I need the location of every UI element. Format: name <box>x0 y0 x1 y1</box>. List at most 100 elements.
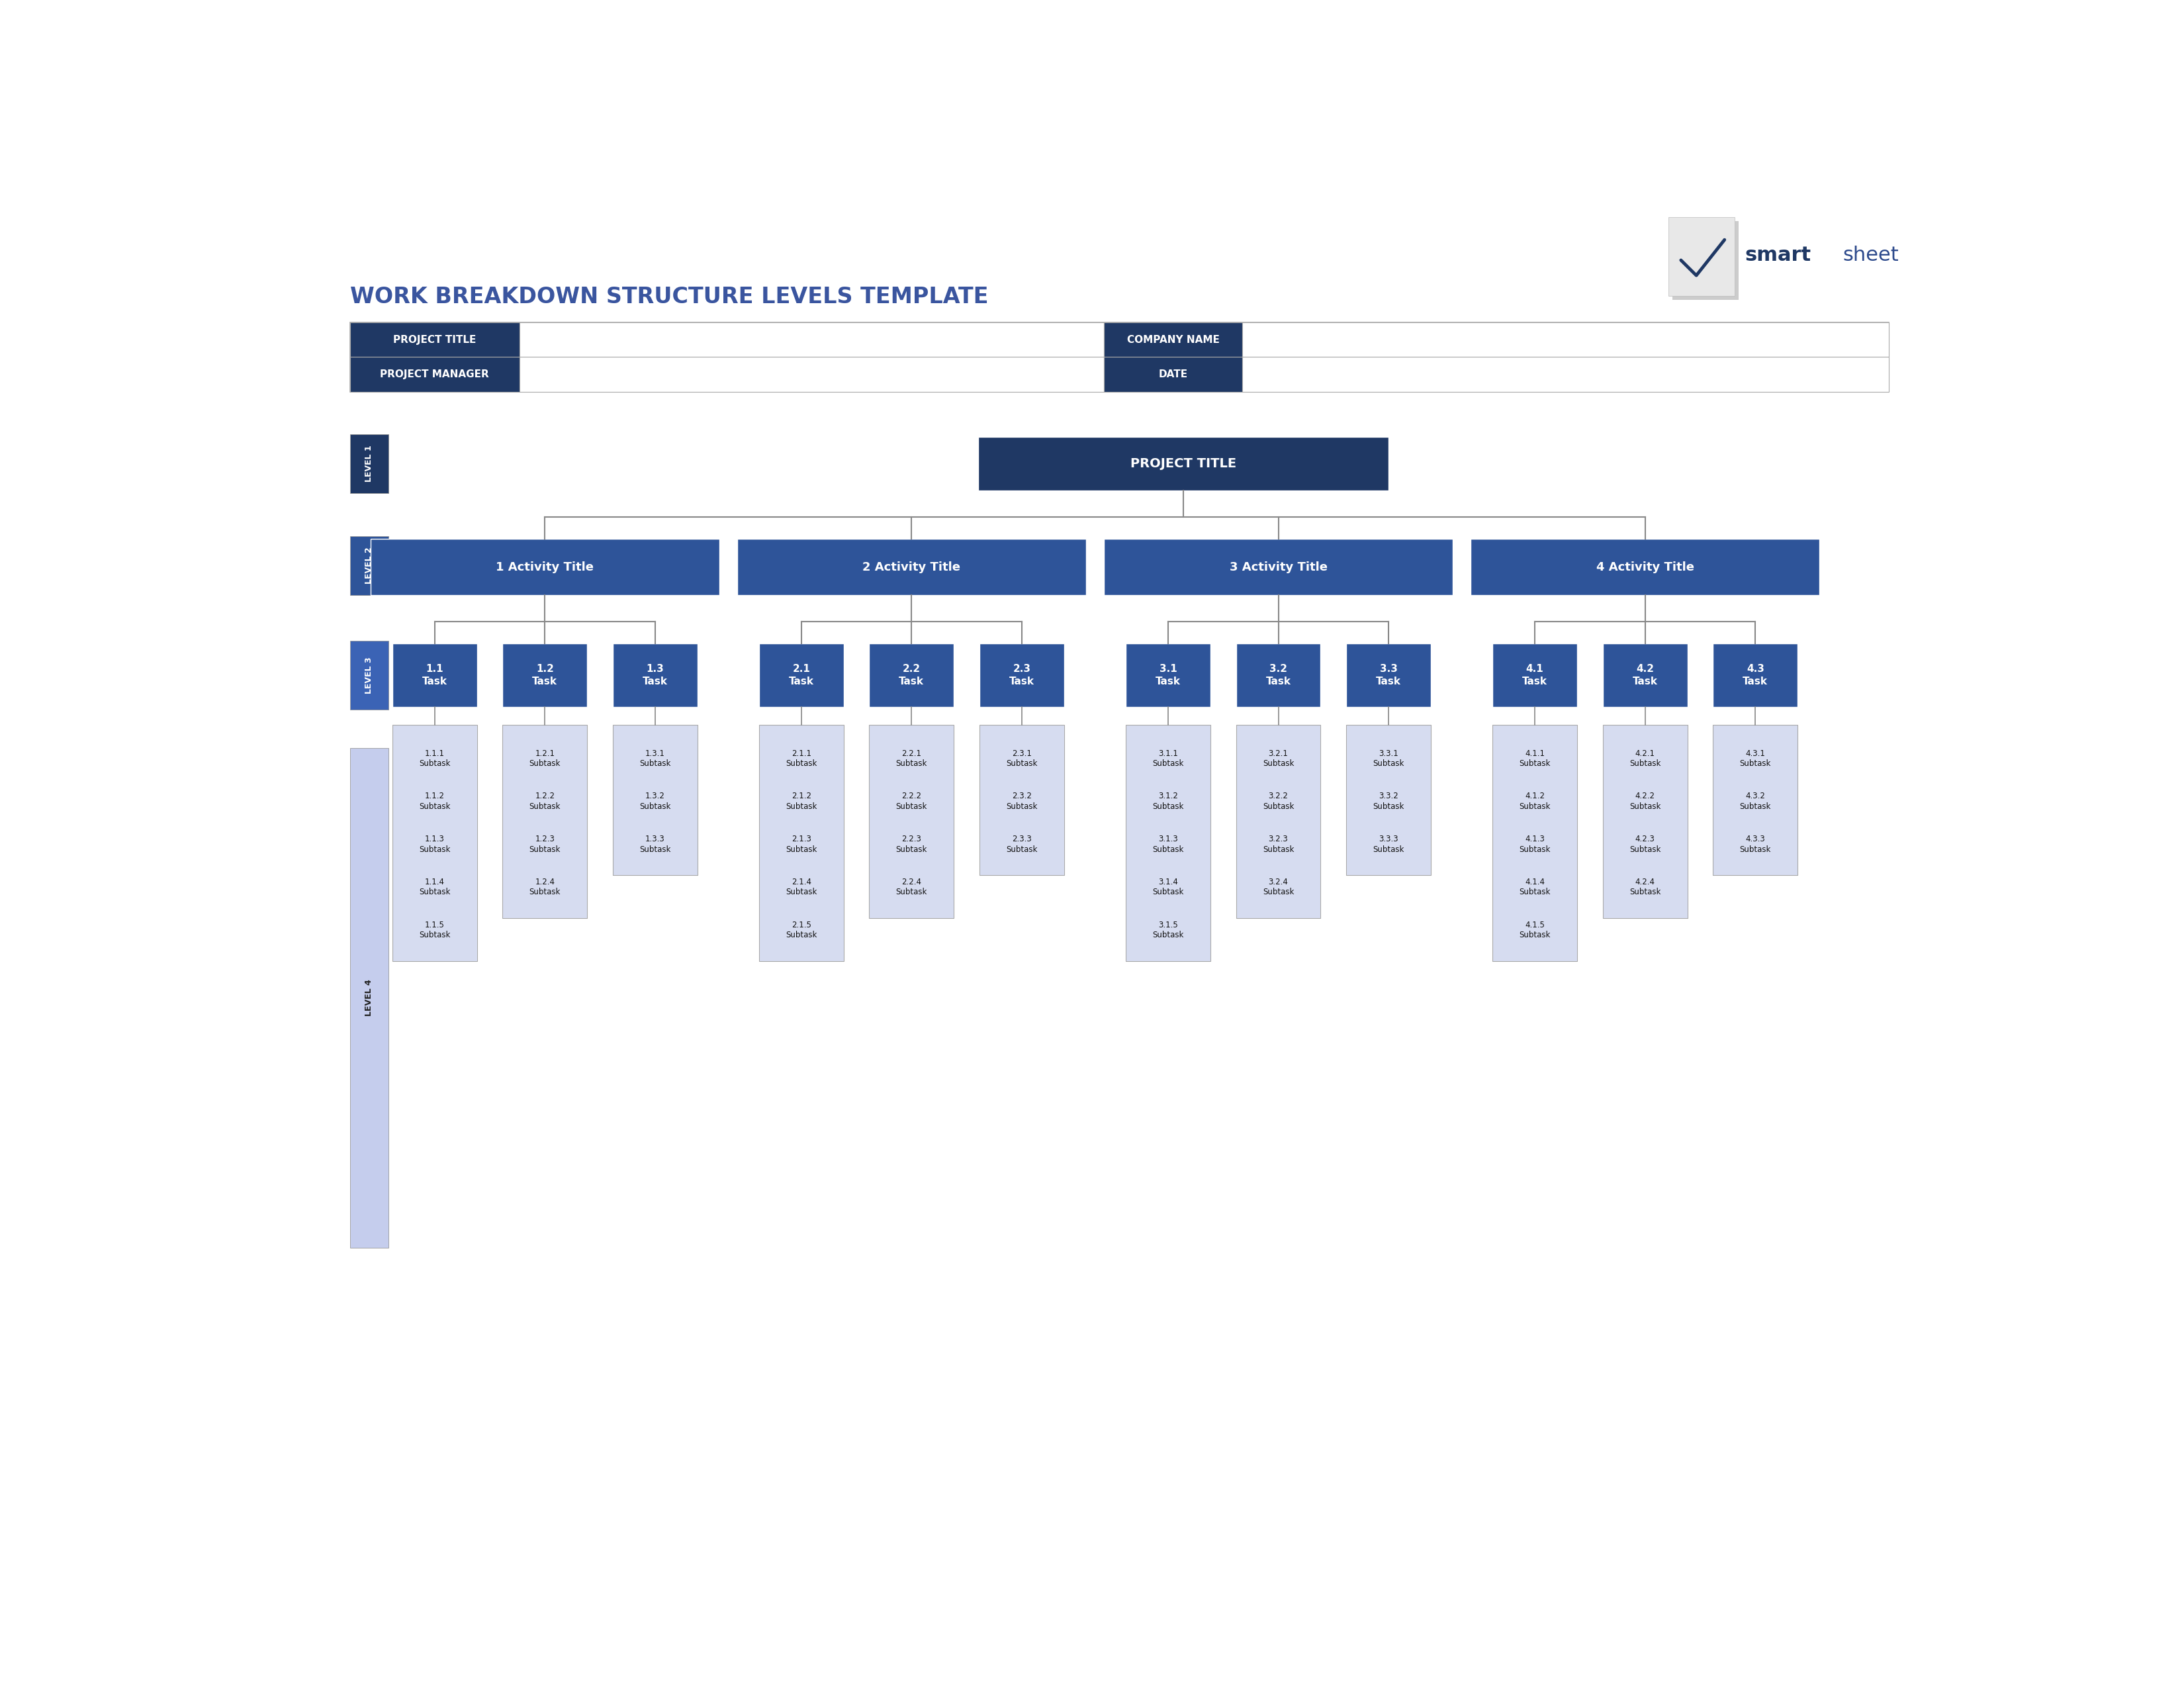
Text: 1.2
Task: 1.2 Task <box>533 663 557 687</box>
FancyBboxPatch shape <box>371 538 719 596</box>
FancyBboxPatch shape <box>1236 643 1321 707</box>
Text: 4.1.3
Subtask: 4.1.3 Subtask <box>1520 836 1551 854</box>
Text: smart: smart <box>1745 245 1811 265</box>
FancyBboxPatch shape <box>349 434 389 493</box>
FancyBboxPatch shape <box>981 643 1064 707</box>
Text: PROJECT MANAGER: PROJECT MANAGER <box>380 370 489 380</box>
FancyBboxPatch shape <box>1345 726 1431 876</box>
FancyBboxPatch shape <box>1103 538 1452 596</box>
Text: 4.1.4
Subtask: 4.1.4 Subtask <box>1520 878 1551 896</box>
FancyBboxPatch shape <box>1236 726 1321 918</box>
Text: 3.1
Task: 3.1 Task <box>1155 663 1182 687</box>
Text: 4.1.5
Subtask: 4.1.5 Subtask <box>1520 920 1551 939</box>
Text: PROJECT TITLE: PROJECT TITLE <box>1131 457 1236 469</box>
Text: 4.3
Task: 4.3 Task <box>1743 663 1767 687</box>
Text: 1.3
Task: 1.3 Task <box>642 663 668 687</box>
Text: 1 Activity Title: 1 Activity Title <box>496 560 594 572</box>
Text: 2.1.2
Subtask: 2.1.2 Subtask <box>786 792 817 810</box>
FancyBboxPatch shape <box>349 537 389 596</box>
Text: 2.2.4
Subtask: 2.2.4 Subtask <box>895 878 928 896</box>
FancyBboxPatch shape <box>1103 356 1243 392</box>
Text: 3.1.3
Subtask: 3.1.3 Subtask <box>1153 836 1184 854</box>
Text: LEVEL 2: LEVEL 2 <box>365 547 373 584</box>
FancyBboxPatch shape <box>502 726 587 918</box>
Text: 2.2.1
Subtask: 2.2.1 Subtask <box>895 749 928 768</box>
FancyBboxPatch shape <box>349 641 389 709</box>
FancyBboxPatch shape <box>738 538 1085 596</box>
Text: 2.1.3
Subtask: 2.1.3 Subtask <box>786 836 817 854</box>
FancyBboxPatch shape <box>1243 356 1889 392</box>
FancyBboxPatch shape <box>869 643 954 707</box>
Text: PROJECT TITLE: PROJECT TITLE <box>393 334 476 344</box>
Text: DATE: DATE <box>1158 370 1188 380</box>
FancyBboxPatch shape <box>1492 643 1577 707</box>
Text: 4.2.3
Subtask: 4.2.3 Subtask <box>1629 836 1660 854</box>
Text: LEVEL 4: LEVEL 4 <box>365 979 373 1016</box>
Text: 2.2.2
Subtask: 2.2.2 Subtask <box>895 792 928 810</box>
FancyBboxPatch shape <box>349 356 520 392</box>
FancyBboxPatch shape <box>981 726 1064 876</box>
Text: 2.2
Task: 2.2 Task <box>900 663 924 687</box>
Text: 1.1.1
Subtask: 1.1.1 Subtask <box>419 749 450 768</box>
Text: 3.1.1
Subtask: 3.1.1 Subtask <box>1153 749 1184 768</box>
Text: 1.2.3
Subtask: 1.2.3 Subtask <box>529 836 561 854</box>
Text: 2.1
Task: 2.1 Task <box>788 663 815 687</box>
Text: COMPANY NAME: COMPANY NAME <box>1127 334 1219 344</box>
Text: WORK BREAKDOWN STRUCTURE LEVELS TEMPLATE: WORK BREAKDOWN STRUCTURE LEVELS TEMPLATE <box>349 285 987 307</box>
FancyBboxPatch shape <box>349 322 520 356</box>
FancyBboxPatch shape <box>1345 643 1431 707</box>
Text: LEVEL 3: LEVEL 3 <box>365 657 373 694</box>
Text: 2.3.1
Subtask: 2.3.1 Subtask <box>1007 749 1037 768</box>
Text: 2.1.5
Subtask: 2.1.5 Subtask <box>786 920 817 939</box>
Text: LEVEL 1: LEVEL 1 <box>365 446 373 483</box>
Text: sheet: sheet <box>1843 245 1898 265</box>
FancyBboxPatch shape <box>1669 216 1734 295</box>
FancyBboxPatch shape <box>1125 643 1210 707</box>
Text: 4.1.1
Subtask: 4.1.1 Subtask <box>1520 749 1551 768</box>
Text: 3.2
Task: 3.2 Task <box>1267 663 1291 687</box>
Text: 1.1.5
Subtask: 1.1.5 Subtask <box>419 920 450 939</box>
Text: 3.3.2
Subtask: 3.3.2 Subtask <box>1374 792 1404 810</box>
Text: 3.2.3
Subtask: 3.2.3 Subtask <box>1262 836 1293 854</box>
FancyBboxPatch shape <box>1603 643 1688 707</box>
FancyBboxPatch shape <box>393 726 476 960</box>
Text: 4.2.4
Subtask: 4.2.4 Subtask <box>1629 878 1660 896</box>
Text: 3 Activity Title: 3 Activity Title <box>1230 560 1328 572</box>
Text: 4.2
Task: 4.2 Task <box>1631 663 1658 687</box>
Text: 3.3.1
Subtask: 3.3.1 Subtask <box>1374 749 1404 768</box>
Text: 2.1.1
Subtask: 2.1.1 Subtask <box>786 749 817 768</box>
FancyBboxPatch shape <box>614 726 697 876</box>
Text: 3.3.3
Subtask: 3.3.3 Subtask <box>1374 836 1404 854</box>
FancyBboxPatch shape <box>349 748 389 1247</box>
FancyBboxPatch shape <box>760 643 843 707</box>
Text: 3.1.4
Subtask: 3.1.4 Subtask <box>1153 878 1184 896</box>
Text: 4.1.2
Subtask: 4.1.2 Subtask <box>1520 792 1551 810</box>
Text: 4 Activity Title: 4 Activity Title <box>1597 560 1695 572</box>
Text: 4.2.2
Subtask: 4.2.2 Subtask <box>1629 792 1660 810</box>
FancyBboxPatch shape <box>614 643 697 707</box>
FancyBboxPatch shape <box>1603 726 1688 918</box>
FancyBboxPatch shape <box>349 322 1889 392</box>
Text: 1.2.1
Subtask: 1.2.1 Subtask <box>529 749 561 768</box>
Text: 4.3.2
Subtask: 4.3.2 Subtask <box>1741 792 1771 810</box>
Text: 1.3.1
Subtask: 1.3.1 Subtask <box>640 749 670 768</box>
Text: 2.1.4
Subtask: 2.1.4 Subtask <box>786 878 817 896</box>
Text: 4.2.1
Subtask: 4.2.1 Subtask <box>1629 749 1660 768</box>
FancyBboxPatch shape <box>1243 322 1889 356</box>
Text: 2 Activity Title: 2 Activity Title <box>863 560 961 572</box>
Text: 1.1.2
Subtask: 1.1.2 Subtask <box>419 792 450 810</box>
Text: 4.3.3
Subtask: 4.3.3 Subtask <box>1741 836 1771 854</box>
Text: 3.1.5
Subtask: 3.1.5 Subtask <box>1153 920 1184 939</box>
FancyBboxPatch shape <box>1492 726 1577 960</box>
FancyBboxPatch shape <box>1470 538 1819 596</box>
FancyBboxPatch shape <box>1103 322 1243 356</box>
Text: 3.2.4
Subtask: 3.2.4 Subtask <box>1262 878 1293 896</box>
FancyBboxPatch shape <box>978 437 1389 491</box>
Text: 1.1.4
Subtask: 1.1.4 Subtask <box>419 878 450 896</box>
FancyBboxPatch shape <box>869 726 954 918</box>
FancyBboxPatch shape <box>1673 221 1738 300</box>
FancyBboxPatch shape <box>502 643 587 707</box>
Text: 2.3.3
Subtask: 2.3.3 Subtask <box>1007 836 1037 854</box>
Text: 1.3.2
Subtask: 1.3.2 Subtask <box>640 792 670 810</box>
FancyBboxPatch shape <box>393 643 476 707</box>
